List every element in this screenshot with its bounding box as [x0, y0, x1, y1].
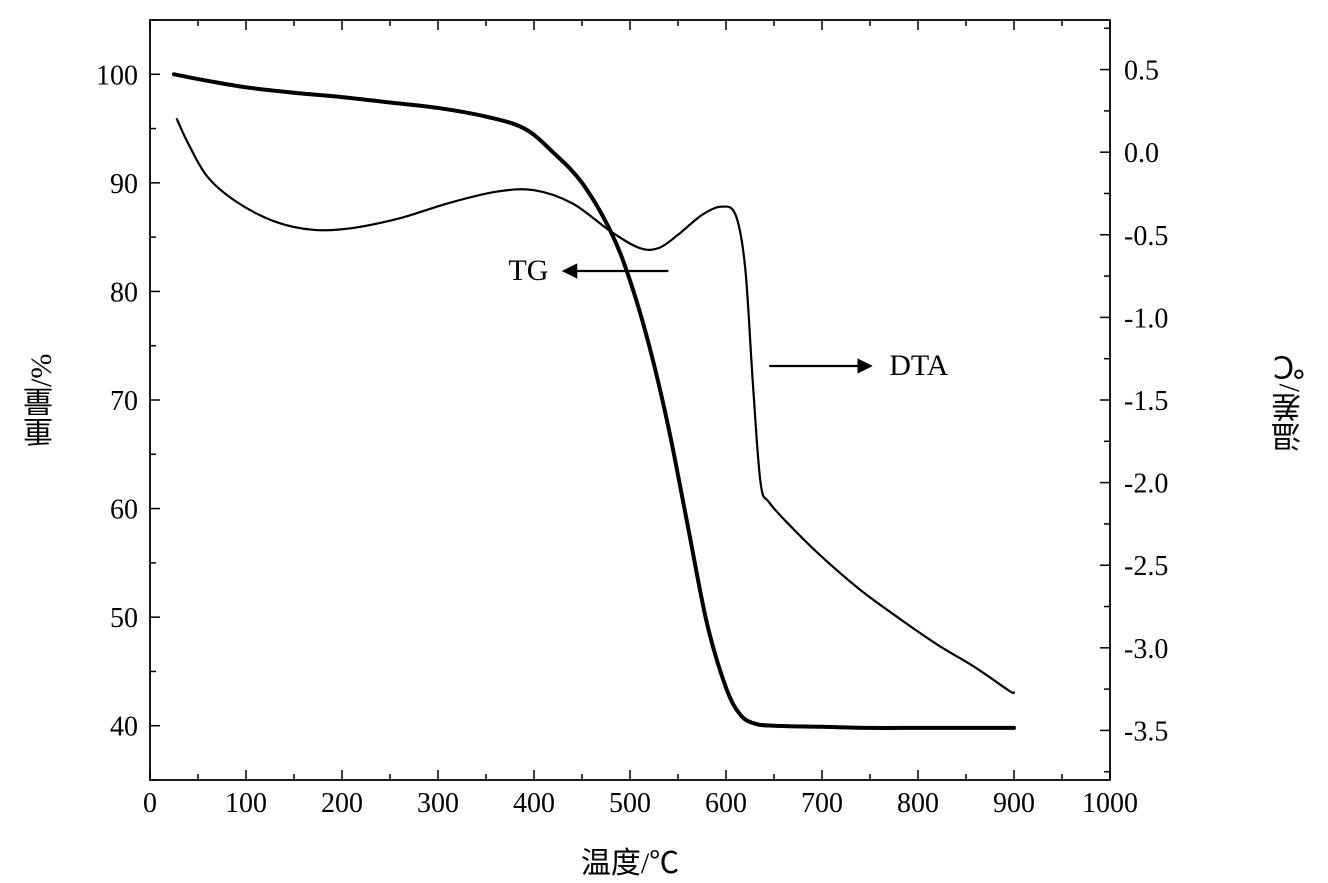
x-tick-label: 500: [609, 788, 651, 819]
yr-tick-label: -3.5: [1124, 716, 1168, 747]
yr-tick-label: -3.0: [1124, 634, 1168, 665]
x-tick-label: 600: [705, 788, 747, 819]
yl-tick-label: 80: [110, 277, 138, 308]
dta-annotation-text: DTA: [889, 349, 949, 382]
yr-tick-label: -2.0: [1124, 469, 1168, 500]
yr-tick-label: -0.5: [1124, 221, 1168, 252]
x-tick-label: 200: [321, 788, 363, 819]
tg-curve: [174, 74, 1014, 728]
yl-tick-label: 40: [110, 712, 138, 743]
yl-tick-label: 100: [96, 60, 138, 91]
yl-tick-label: 60: [110, 495, 138, 526]
tg-annotation-text: TG: [508, 254, 548, 287]
yr-tick-label: -2.5: [1124, 551, 1168, 582]
x-tick-label: 300: [417, 788, 459, 819]
x-tick-label: 100: [225, 788, 267, 819]
x-tick-label: 800: [897, 788, 939, 819]
x-tick-label: 1000: [1082, 788, 1138, 819]
yl-tick-label: 50: [110, 603, 138, 634]
yl-tick-label: 90: [110, 169, 138, 200]
yr-tick-label: 0.0: [1124, 138, 1159, 169]
chart-container: 0 100 200 300 400 500 600 700 800 900 1000 40 50 60 70…: [0, 0, 1328, 883]
chart-svg: 0 100 200 300 400 500 600 700 800 900 1000 40 50 60 70…: [0, 0, 1328, 883]
x-axis-label: 温度/℃: [0, 838, 1260, 882]
x-tick-label: 0: [143, 788, 157, 819]
x-tick-label: 400: [513, 788, 555, 819]
yr-tick-label: -1.0: [1124, 303, 1168, 334]
plot-border: [150, 20, 1110, 780]
yl-tick-label: 70: [110, 386, 138, 417]
y-right-label: 温差/℃: [1268, 300, 1312, 500]
y-left-label: 重量/%: [20, 300, 64, 500]
yr-tick-label: -1.5: [1124, 386, 1168, 417]
yr-tick-label: 0.5: [1124, 56, 1159, 87]
x-tick-label: 900: [993, 788, 1035, 819]
x-tick-label: 700: [801, 788, 843, 819]
